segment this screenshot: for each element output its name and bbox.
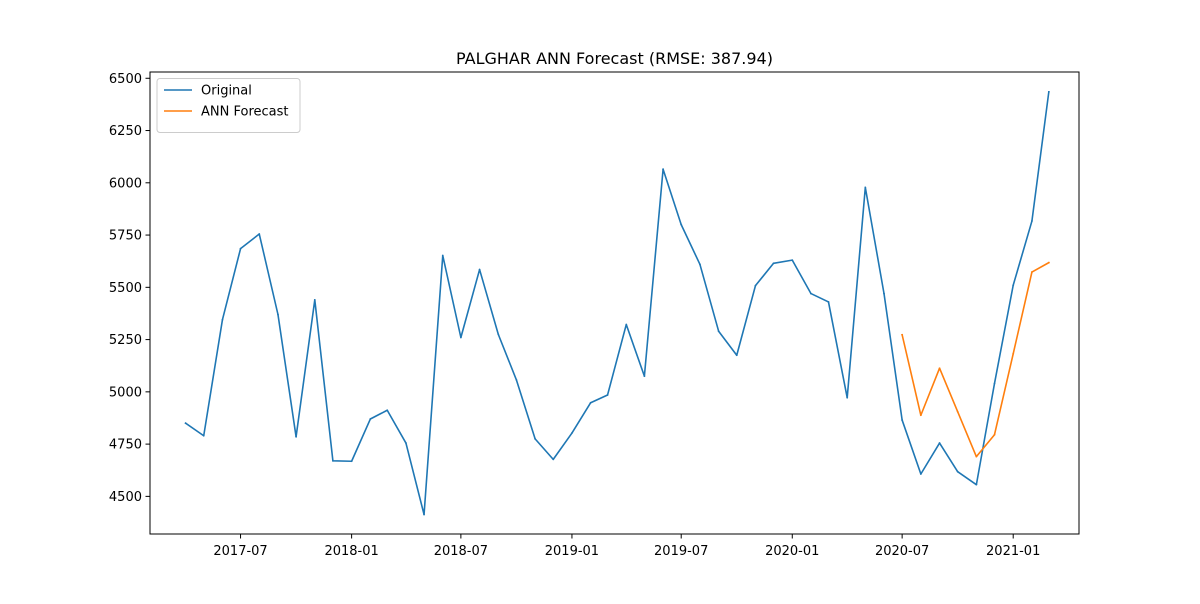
data-point: [295, 435, 297, 438]
data-point: [662, 168, 664, 171]
x-tick-label: 2018-01: [324, 544, 378, 559]
data-point: [478, 268, 481, 271]
data-point: [405, 442, 407, 444]
data-point: [975, 483, 978, 486]
data-point: [772, 262, 775, 265]
y-axis: 4500 4750 5000 5250 5500 5750 6000 6250 6500: [109, 72, 150, 505]
y-tick-label: 4750: [109, 438, 142, 453]
data-point: [901, 333, 904, 336]
y-tick-label: 6000: [109, 176, 142, 191]
data-point: [1047, 90, 1050, 93]
data-point: [643, 375, 646, 378]
data-point: [680, 223, 683, 226]
data-point: [827, 301, 830, 303]
y-tick-label: 5250: [109, 333, 142, 348]
x-tick-label: 2017-07: [213, 544, 267, 559]
data-point: [938, 442, 941, 444]
data-point: [1031, 271, 1033, 273]
data-point: [919, 473, 922, 475]
data-point: [515, 379, 518, 381]
data-point: [184, 422, 187, 425]
data-point: [791, 259, 794, 262]
data-point: [846, 396, 849, 399]
series-1: [901, 261, 1050, 458]
legend-label: Original: [201, 84, 252, 99]
data-point: [258, 233, 261, 235]
x-tick-label: 2019-07: [654, 544, 708, 559]
data-point: [735, 354, 738, 357]
data-point: [423, 513, 425, 516]
data-point: [993, 433, 996, 436]
data-point: [864, 186, 867, 189]
data-point: [1012, 352, 1015, 355]
series-layer: [184, 90, 1050, 516]
data-point: [589, 401, 592, 404]
legend-box: [156, 78, 301, 133]
data-point: [1031, 220, 1033, 222]
x-tick-label: 2021-01: [986, 544, 1040, 559]
data-point: [699, 263, 701, 266]
data-point: [202, 434, 205, 437]
series-0: [184, 90, 1050, 516]
x-tick-label: 2019-01: [545, 544, 599, 559]
x-tick-label: 2020-07: [875, 544, 929, 559]
x-tick-label: 2020-01: [765, 544, 819, 559]
data-point: [459, 336, 462, 339]
data-point: [497, 333, 500, 336]
y-tick-label: 4500: [109, 490, 142, 505]
data-point: [883, 292, 885, 295]
data-point: [606, 394, 609, 396]
y-tick-label: 5500: [109, 281, 142, 296]
data-point: [993, 382, 996, 385]
data-point: [938, 367, 941, 370]
data-point: [441, 254, 444, 257]
data-point: [1047, 261, 1050, 264]
data-point: [239, 247, 242, 250]
data-point: [919, 414, 922, 417]
data-point: [1012, 284, 1015, 287]
data-point: [221, 318, 224, 321]
data-point: [332, 459, 334, 462]
data-point: [975, 455, 978, 458]
y-tick-label: 5750: [109, 229, 142, 244]
data-point: [956, 470, 959, 473]
data-point: [956, 410, 959, 413]
series-line: [184, 90, 1050, 516]
data-point: [754, 284, 757, 287]
legend: Original ANN Forecast: [156, 78, 301, 133]
data-point: [810, 292, 812, 295]
plot-frame: [149, 71, 1080, 535]
data-point: [369, 418, 372, 420]
data-point: [625, 323, 628, 326]
data-point: [901, 419, 904, 421]
data-point: [571, 432, 573, 434]
x-axis: 2017-07 2018-01 2018-07 2019-01 2019-07 2020-…: [213, 534, 1040, 559]
y-tick-label: 5000: [109, 385, 142, 400]
data-point: [552, 458, 555, 461]
data-point: [277, 313, 279, 316]
data-point: [717, 330, 720, 333]
data-point: [313, 298, 316, 301]
data-point: [386, 409, 389, 412]
data-point: [534, 437, 537, 440]
data-point: [350, 460, 353, 463]
legend-label: ANN Forecast: [201, 105, 288, 120]
chart-title: PALGHAR ANN Forecast (RMSE: 387.94): [456, 49, 773, 68]
x-tick-label: 2018-07: [434, 544, 488, 559]
y-tick-label: 6250: [109, 124, 142, 139]
y-tick-label: 6500: [109, 72, 142, 87]
